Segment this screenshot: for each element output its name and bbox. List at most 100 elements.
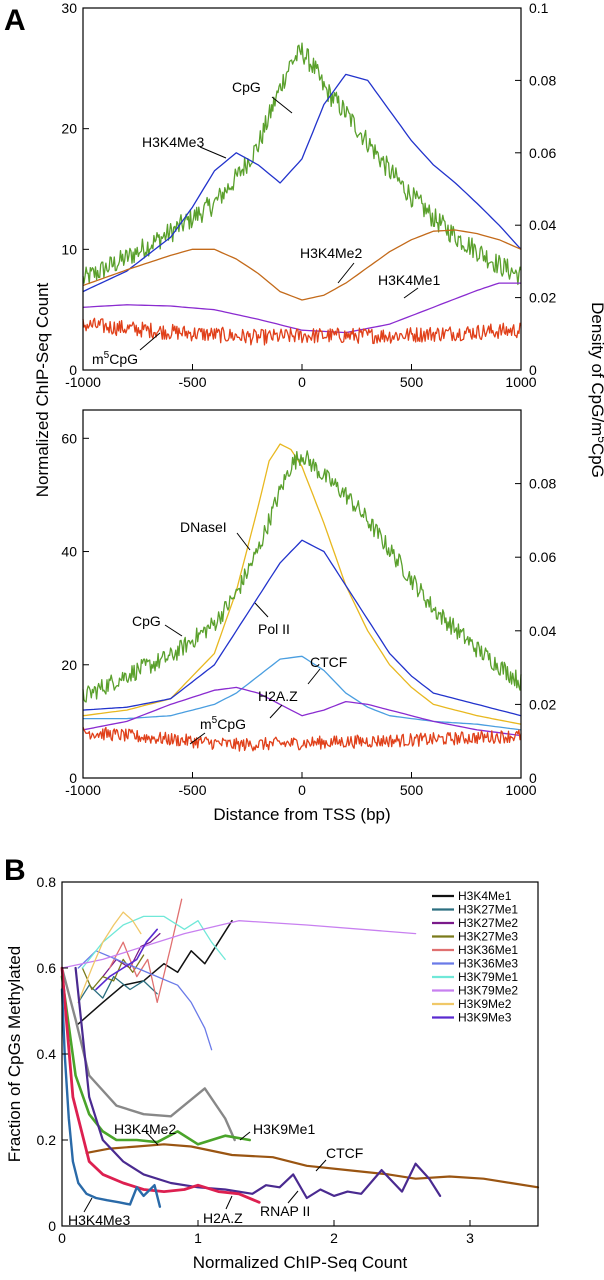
series-line-h3k79me1	[81, 915, 226, 969]
panel-b-axes: 0 1 2 3 0 0.2 0.4 0.6 0.8	[37, 874, 475, 1246]
y2tick-label-0-04: 0.04	[529, 623, 556, 639]
anno-leader-polii	[254, 602, 269, 618]
legend-label-h3k9me2: H3K9Me2	[458, 997, 512, 1011]
legend-label-h3k36me1: H3K36Me1	[458, 943, 518, 957]
anno-cpg-bottom: CpG	[132, 613, 161, 629]
y2tick-label-0-06: 0.06	[529, 145, 556, 161]
ytick-label-0: 0	[69, 770, 77, 786]
y2tick-label-0-04: 0.04	[529, 217, 556, 233]
panel-b-label: B	[4, 854, 26, 887]
right-ylabel-tail: CpG	[588, 443, 604, 478]
series-line-h2a-z-p1	[82, 686, 522, 737]
series-line-m5cpg-p0	[82, 317, 522, 346]
series-line-h2a-z	[60, 966, 261, 1204]
anno-h3k4me2: H3K4Me2	[300, 245, 362, 261]
y2tick-label-0-08: 0.08	[529, 476, 556, 492]
y2tick-label-0: 0	[529, 362, 537, 378]
series-line-ctcf-p1	[83, 655, 522, 731]
series-line-h3k4me2	[60, 975, 251, 1146]
ytick-label-0: 0	[69, 362, 77, 378]
series-line-h3k27me2	[102, 932, 161, 978]
anno-leader-b-h2az	[225, 1195, 233, 1210]
panel-a-bottom-annotations: DNaseI CpG Pol II CTCF H2A.Z m5CpG	[132, 519, 347, 745]
legend-label-h3k27me1: H3K27Me1	[458, 903, 518, 917]
series-line-h3k27me1	[77, 975, 158, 1004]
legend-label-h3k9me3: H3K9Me3	[458, 1011, 512, 1025]
ytick-label-10: 10	[61, 241, 77, 257]
anno-leader-cpg	[271, 96, 293, 114]
xtick-label-1: 1	[194, 1230, 202, 1246]
xtick-label-1000: -1000	[65, 374, 101, 390]
series-line-h3k9me3	[95, 928, 158, 991]
series-line-h3k36me1	[108, 898, 183, 1004]
legend-label-h3k79me2: H3K79Me2	[458, 984, 518, 998]
right-ylabel-sup: 5	[595, 436, 604, 443]
series-line-rnap-ii	[74, 966, 442, 1200]
anno-h2az: H2A.Z	[258, 688, 298, 704]
series-line-cpg-p1	[82, 450, 522, 703]
panel-b-xlabel: Normalized ChIP-Seq Count	[193, 1253, 408, 1272]
panel-b-ylabel: Fraction of CpGs Methylated	[5, 946, 24, 1162]
anno-leader-b-h3k4me2	[145, 1131, 159, 1146]
series-line-h3k36me3	[77, 950, 213, 1051]
anno-m5cpg-bottom-m: m	[200, 716, 212, 732]
shared-right-ylabel: Density of CpG/m5CpG	[588, 302, 604, 478]
y2tick-label-0-1: 0.1	[529, 0, 549, 16]
chart-panel-a-bottom: -1000 -500 0 500 1000020406000.020.040.060.0…	[61, 409, 556, 824]
xtick-label-3: 3	[466, 1230, 474, 1246]
ytick-label-30: 30	[61, 0, 77, 16]
anno-m5cpg-top: m5CpG	[92, 350, 138, 367]
xtick-label-500: -500	[178, 782, 206, 798]
right-ylabel-main: Density of CpG/m	[588, 302, 604, 436]
anno-b-h2az: H2A.Z	[203, 1210, 243, 1226]
legend-label-h3k36me3: H3K36Me3	[458, 957, 518, 971]
series-line-ctcf	[85, 1143, 540, 1189]
ytick-label-0-6: 0.6	[37, 960, 57, 976]
xtick-label-500: 500	[400, 782, 424, 798]
anno-m5cpg-bottom-sup: 5	[212, 715, 218, 726]
anno-leader-b-rnapii	[287, 1190, 299, 1204]
series-line-h3k4me1-p0	[82, 282, 521, 334]
anno-m5cpg-top-tail: CpG	[109, 351, 138, 367]
legend-label-h3k79me1: H3K79Me1	[458, 970, 518, 984]
ytick-label-60: 60	[61, 430, 77, 446]
ytick-label-40: 40	[61, 544, 77, 560]
panel-a-bottom-series	[82, 443, 522, 752]
ytick-label-0-8: 0.8	[37, 874, 57, 890]
series-line-dnasei-p1	[82, 443, 522, 725]
chart-panel-a-top: -1000 -500 0 500 1000010203000.020.040.060.0…	[61, 0, 556, 390]
anno-leader-m5cpg-top	[139, 332, 161, 351]
panel-b-legend: H3K4Me1H3K27Me1H3K27Me2H3K27Me3H3K36Me1H…	[432, 889, 518, 1025]
y2tick-label-0-08: 0.08	[529, 72, 556, 88]
panel-a-label: A	[4, 4, 26, 37]
anno-m5cpg-top-sup: 5	[104, 350, 110, 361]
anno-b-h3k9me1: H3K9Me1	[253, 1121, 315, 1137]
anno-m5cpg-top-m: m	[92, 351, 104, 367]
series-line-h3k4me3	[60, 988, 162, 1208]
y2tick-label-0: 0	[529, 770, 537, 786]
anno-leader-h3k4me1	[403, 287, 419, 299]
panel-a-top-annotations: CpG H3K4Me3 H3K4Me2 H3K4Me1 m5CpG	[92, 79, 440, 367]
shared-left-ylabel: Normalized ChIP-Seq Count	[33, 282, 52, 497]
anno-b-rnapii: RNAP II	[260, 1203, 310, 1219]
y2tick-label-0-02: 0.02	[529, 696, 556, 712]
panel-b-annotations: H3K4Me2 H3K9Me1 CTCF RNAP II H2A.Z H3K4M…	[68, 1121, 363, 1228]
anno-ctcf: CTCF	[310, 654, 347, 670]
legend-label-h3k4me1: H3K4Me1	[458, 889, 512, 903]
anno-h3k4me1: H3K4Me1	[378, 272, 440, 288]
series-line-h3k9me1	[60, 966, 236, 1142]
anno-b-h3k4me2: H3K4Me2	[114, 1121, 176, 1137]
series-line-m5cpg-p1	[82, 726, 522, 752]
series-line-h3k27me3	[81, 954, 145, 991]
anno-m5cpg-bottom: m5CpG	[200, 715, 246, 732]
xtick-label-1000: -1000	[65, 782, 101, 798]
ytick-label-20: 20	[61, 121, 77, 137]
series-line-h3k79me2	[61, 920, 417, 969]
ytick-label-0-2: 0.2	[37, 1132, 57, 1148]
anno-leader-h3k4me2	[337, 262, 355, 284]
legend-label-h3k27me2: H3K27Me2	[458, 916, 518, 930]
anno-leader-ctcf	[307, 668, 321, 685]
series-line-pol-ii-p1	[82, 539, 522, 717]
anno-leader-m5cpg-bottom	[189, 732, 206, 745]
